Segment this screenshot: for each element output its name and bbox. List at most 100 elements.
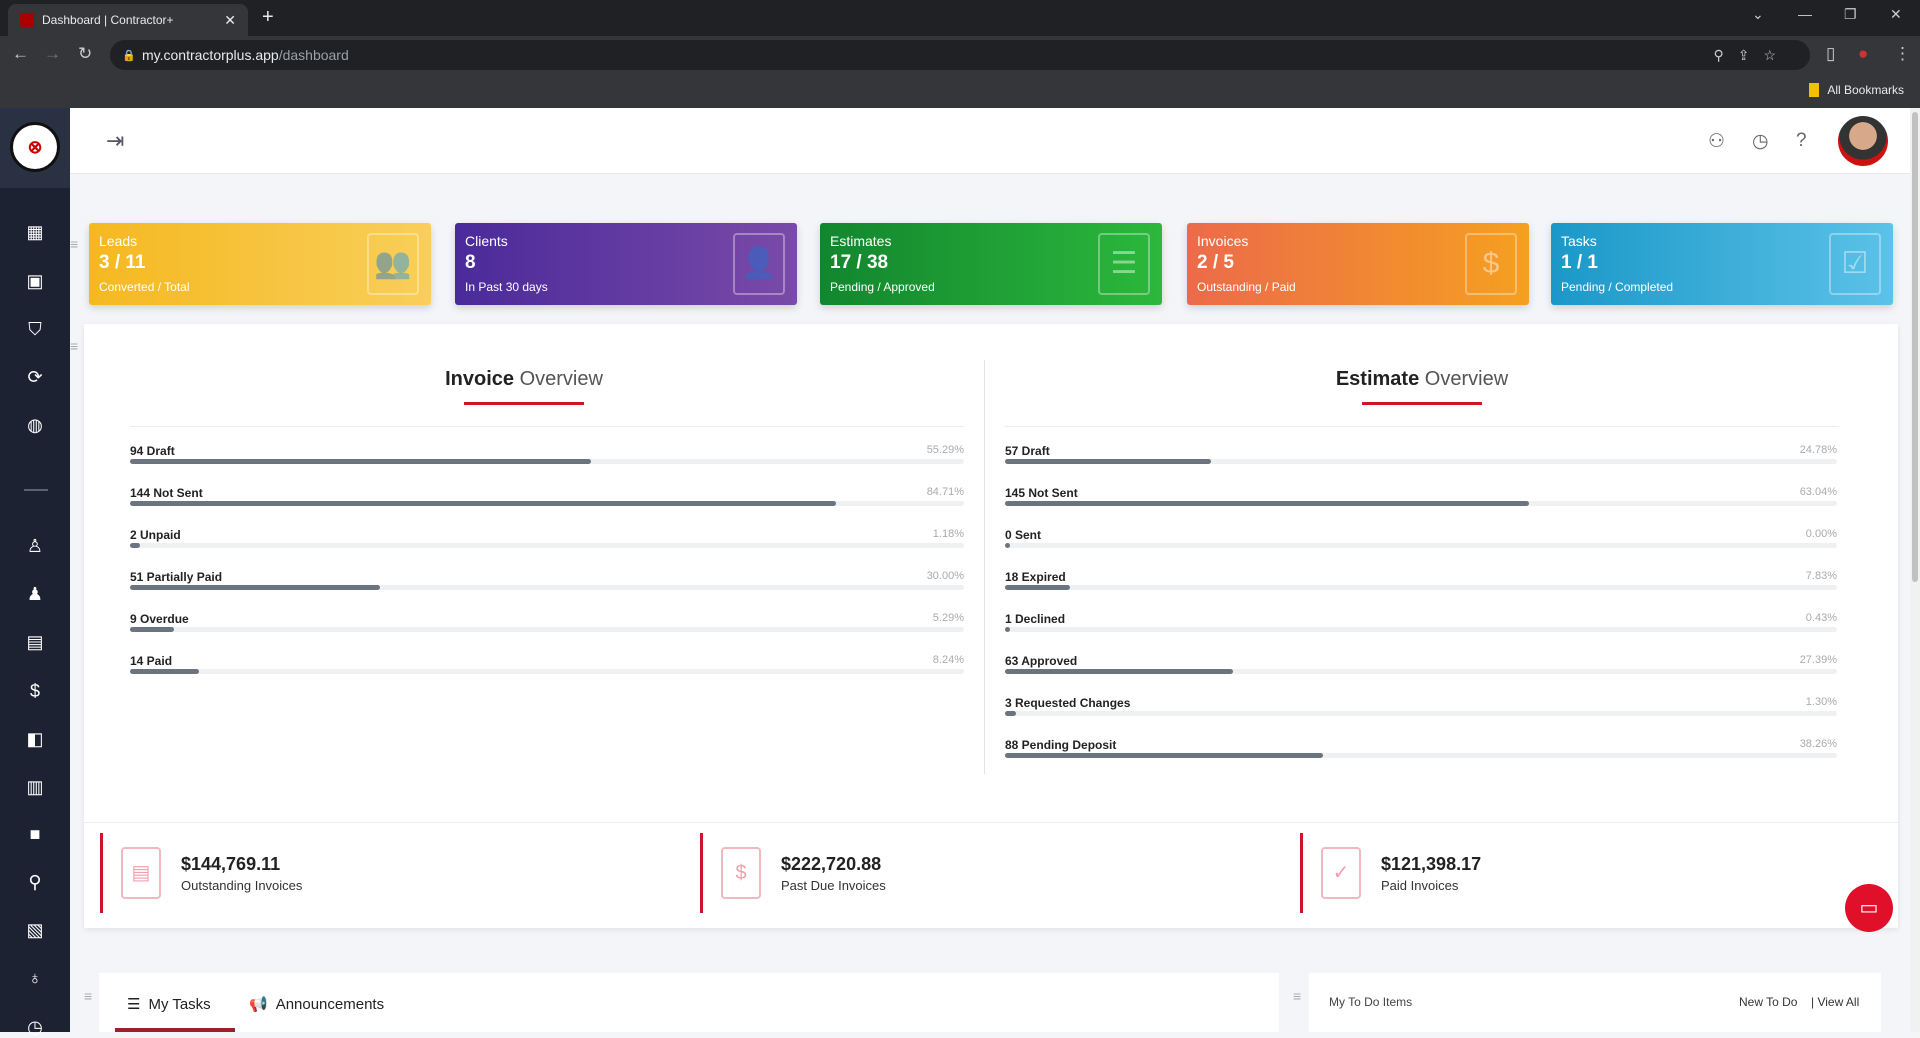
url-path: /dashboard [278,47,349,63]
briefcase-icon[interactable]: ■ [29,824,41,844]
view-all-link[interactable]: | View All [1811,995,1860,1009]
row-percent: 8.24% [932,654,964,666]
row-percent: 55.29% [926,444,964,456]
overview-row: 94 Draft 55.29% [130,444,964,486]
row-percent: 84.71% [926,486,964,498]
address-bar[interactable]: 🔒 my.contractorplus.app/dashboard ⚲⇪☆ [110,40,1810,70]
stat-card-clients[interactable]: Clients 8 In Past 30 days 👤 [455,223,797,305]
company-logo[interactable]: ⊗ [10,122,60,172]
row-label: 0 Sent [1005,528,1042,542]
card-value: 1 / 1 [1561,252,1598,273]
summary-stat: ✓ $121,398.17 Paid Invoices [1300,833,1870,913]
clock-icon[interactable]: ◷ [27,1017,43,1037]
close-window-button[interactable]: ✕ [1890,6,1902,22]
close-tab-icon[interactable]: ✕ [224,11,236,28]
file-dollar-icon[interactable]: ◧ [26,729,44,749]
row-label: 63 Approved [1005,654,1078,668]
reports-icon[interactable]: ▧ [26,920,44,940]
row-label: 51 Partially Paid [130,570,223,584]
collapse-sidebar-icon[interactable]: ⇥ [106,128,125,153]
globe-icon[interactable]: ◍ [27,415,43,435]
tab-title: Dashboard | Contractor+ [42,13,174,27]
money-bag-icon[interactable]: ♁ [28,968,42,988]
stat-amount: $222,720.88 [781,853,882,874]
forward-icon[interactable]: → [44,44,61,63]
progress-track [1005,669,1837,674]
dashboard-icon[interactable]: ▦ [26,222,44,242]
progress-track [1005,753,1837,758]
drag-handle-icon[interactable]: ≡ [1293,988,1302,1004]
new-tab-button[interactable]: + [262,6,274,28]
row-percent: 27.39% [1799,654,1837,666]
overview-row: 9 Overdue 5.29% [130,612,964,654]
user-icon[interactable]: ♟ [26,584,44,604]
profile-icon[interactable]: ● [1858,44,1869,63]
new-todo-link[interactable]: New To Do [1739,995,1798,1009]
progress-track [130,501,964,506]
title-underline [1362,402,1482,405]
progress-fill [1005,669,1233,674]
divider [984,360,985,774]
row-label: 94 Draft [130,444,175,458]
calendar-icon[interactable]: ▣ [26,271,44,291]
drag-handle-icon[interactable]: ≡ [70,338,79,354]
browser-toolbar: ← → ↻ 🔒 my.contractorplus.app/dashboard ⚲… [0,36,1920,74]
history-icon[interactable]: ◷ [1752,131,1769,152]
drag-handle-icon[interactable]: ≡ [84,988,93,1004]
drag-handle-icon[interactable]: ≡ [70,236,79,252]
minimize-button[interactable]: — [1798,6,1812,22]
user-search-icon[interactable]: ⚲ [28,872,42,892]
row-percent: 30.00% [926,570,964,582]
stat-card-invoices[interactable]: Invoices 2 / 5 Outstanding / Paid $ [1187,223,1529,305]
megaphone-icon: 📢 [249,996,268,1013]
stat-card-leads[interactable]: Leads 3 / 11 Converted / Total 👥 [89,223,431,305]
row-label: 88 Pending Deposit [1005,738,1117,752]
tasks-panel: ☰ My Tasks 📢 Announcements [99,973,1279,1032]
overview-row: 1 Declined 0.43% [1005,612,1837,654]
tasks-icon: ☰ [127,996,141,1013]
all-bookmarks[interactable]: All Bookmarks [1809,83,1904,97]
progress-track [1005,501,1837,506]
row-label: 57 Draft [1005,444,1050,458]
restore-button[interactable]: ❐ [1844,6,1857,22]
team-icon[interactable]: ⚇ [1708,131,1726,152]
map-icon[interactable]: ⛉ [28,319,42,339]
menu-icon[interactable]: ⋮ [1894,44,1911,63]
tab-my-tasks[interactable]: ☰ My Tasks [127,995,211,1014]
invoice-icon[interactable]: $ [29,681,40,701]
row-percent: 5.29% [932,612,964,624]
user-avatar[interactable] [1838,116,1888,166]
reload-icon[interactable]: ↻ [78,44,93,63]
stat-amount: $121,398.17 [1381,853,1482,874]
worker-icon[interactable]: ♙ [26,536,44,556]
progress-fill [130,585,381,590]
clipboard-icon[interactable]: ▥ [26,777,44,797]
card-title: Clients [465,233,508,249]
stat-card-estimates[interactable]: Estimates 17 / 38 Pending / Approved ☰ [820,223,1162,305]
chat-button[interactable]: ▭ [1845,884,1893,932]
invoice-overview-title: Invoice Overview [445,368,603,390]
card-title: Tasks [1561,233,1597,249]
document-icon: ☰ [1098,233,1150,295]
side-panel-icon[interactable]: ▯ [1826,44,1836,63]
overview-row: 2 Unpaid 1.18% [130,528,964,570]
row-percent: 63.04% [1799,486,1837,498]
active-tab-indicator [115,1028,235,1032]
stat-card-tasks[interactable]: Tasks 1 / 1 Pending / Completed ☑ [1551,223,1893,305]
stat-label: Outstanding Invoices [181,877,303,893]
browser-tab[interactable]: Dashboard | Contractor+ ✕ [8,4,248,36]
overview-row: 0 Sent 0.00% [1005,528,1837,570]
scrollbar-thumb[interactable] [1912,112,1918,582]
progress-fill [1005,543,1010,548]
overview-row: 145 Not Sent 63.04% [1005,486,1837,528]
card-subtitle: Converted / Total [99,280,190,294]
help-icon[interactable]: ? [1796,130,1807,151]
tab-search-icon[interactable]: ⌄ [1752,6,1764,22]
separator [130,426,964,427]
back-icon[interactable]: ← [12,44,29,63]
star-icon[interactable]: ⚲⇪☆ [1713,46,1790,63]
tab-announcements[interactable]: 📢 Announcements [249,995,384,1014]
sidebar-divider [24,489,48,491]
calculator-icon[interactable]: ▤ [26,632,44,652]
sync-icon[interactable]: ⟳ [27,367,43,387]
